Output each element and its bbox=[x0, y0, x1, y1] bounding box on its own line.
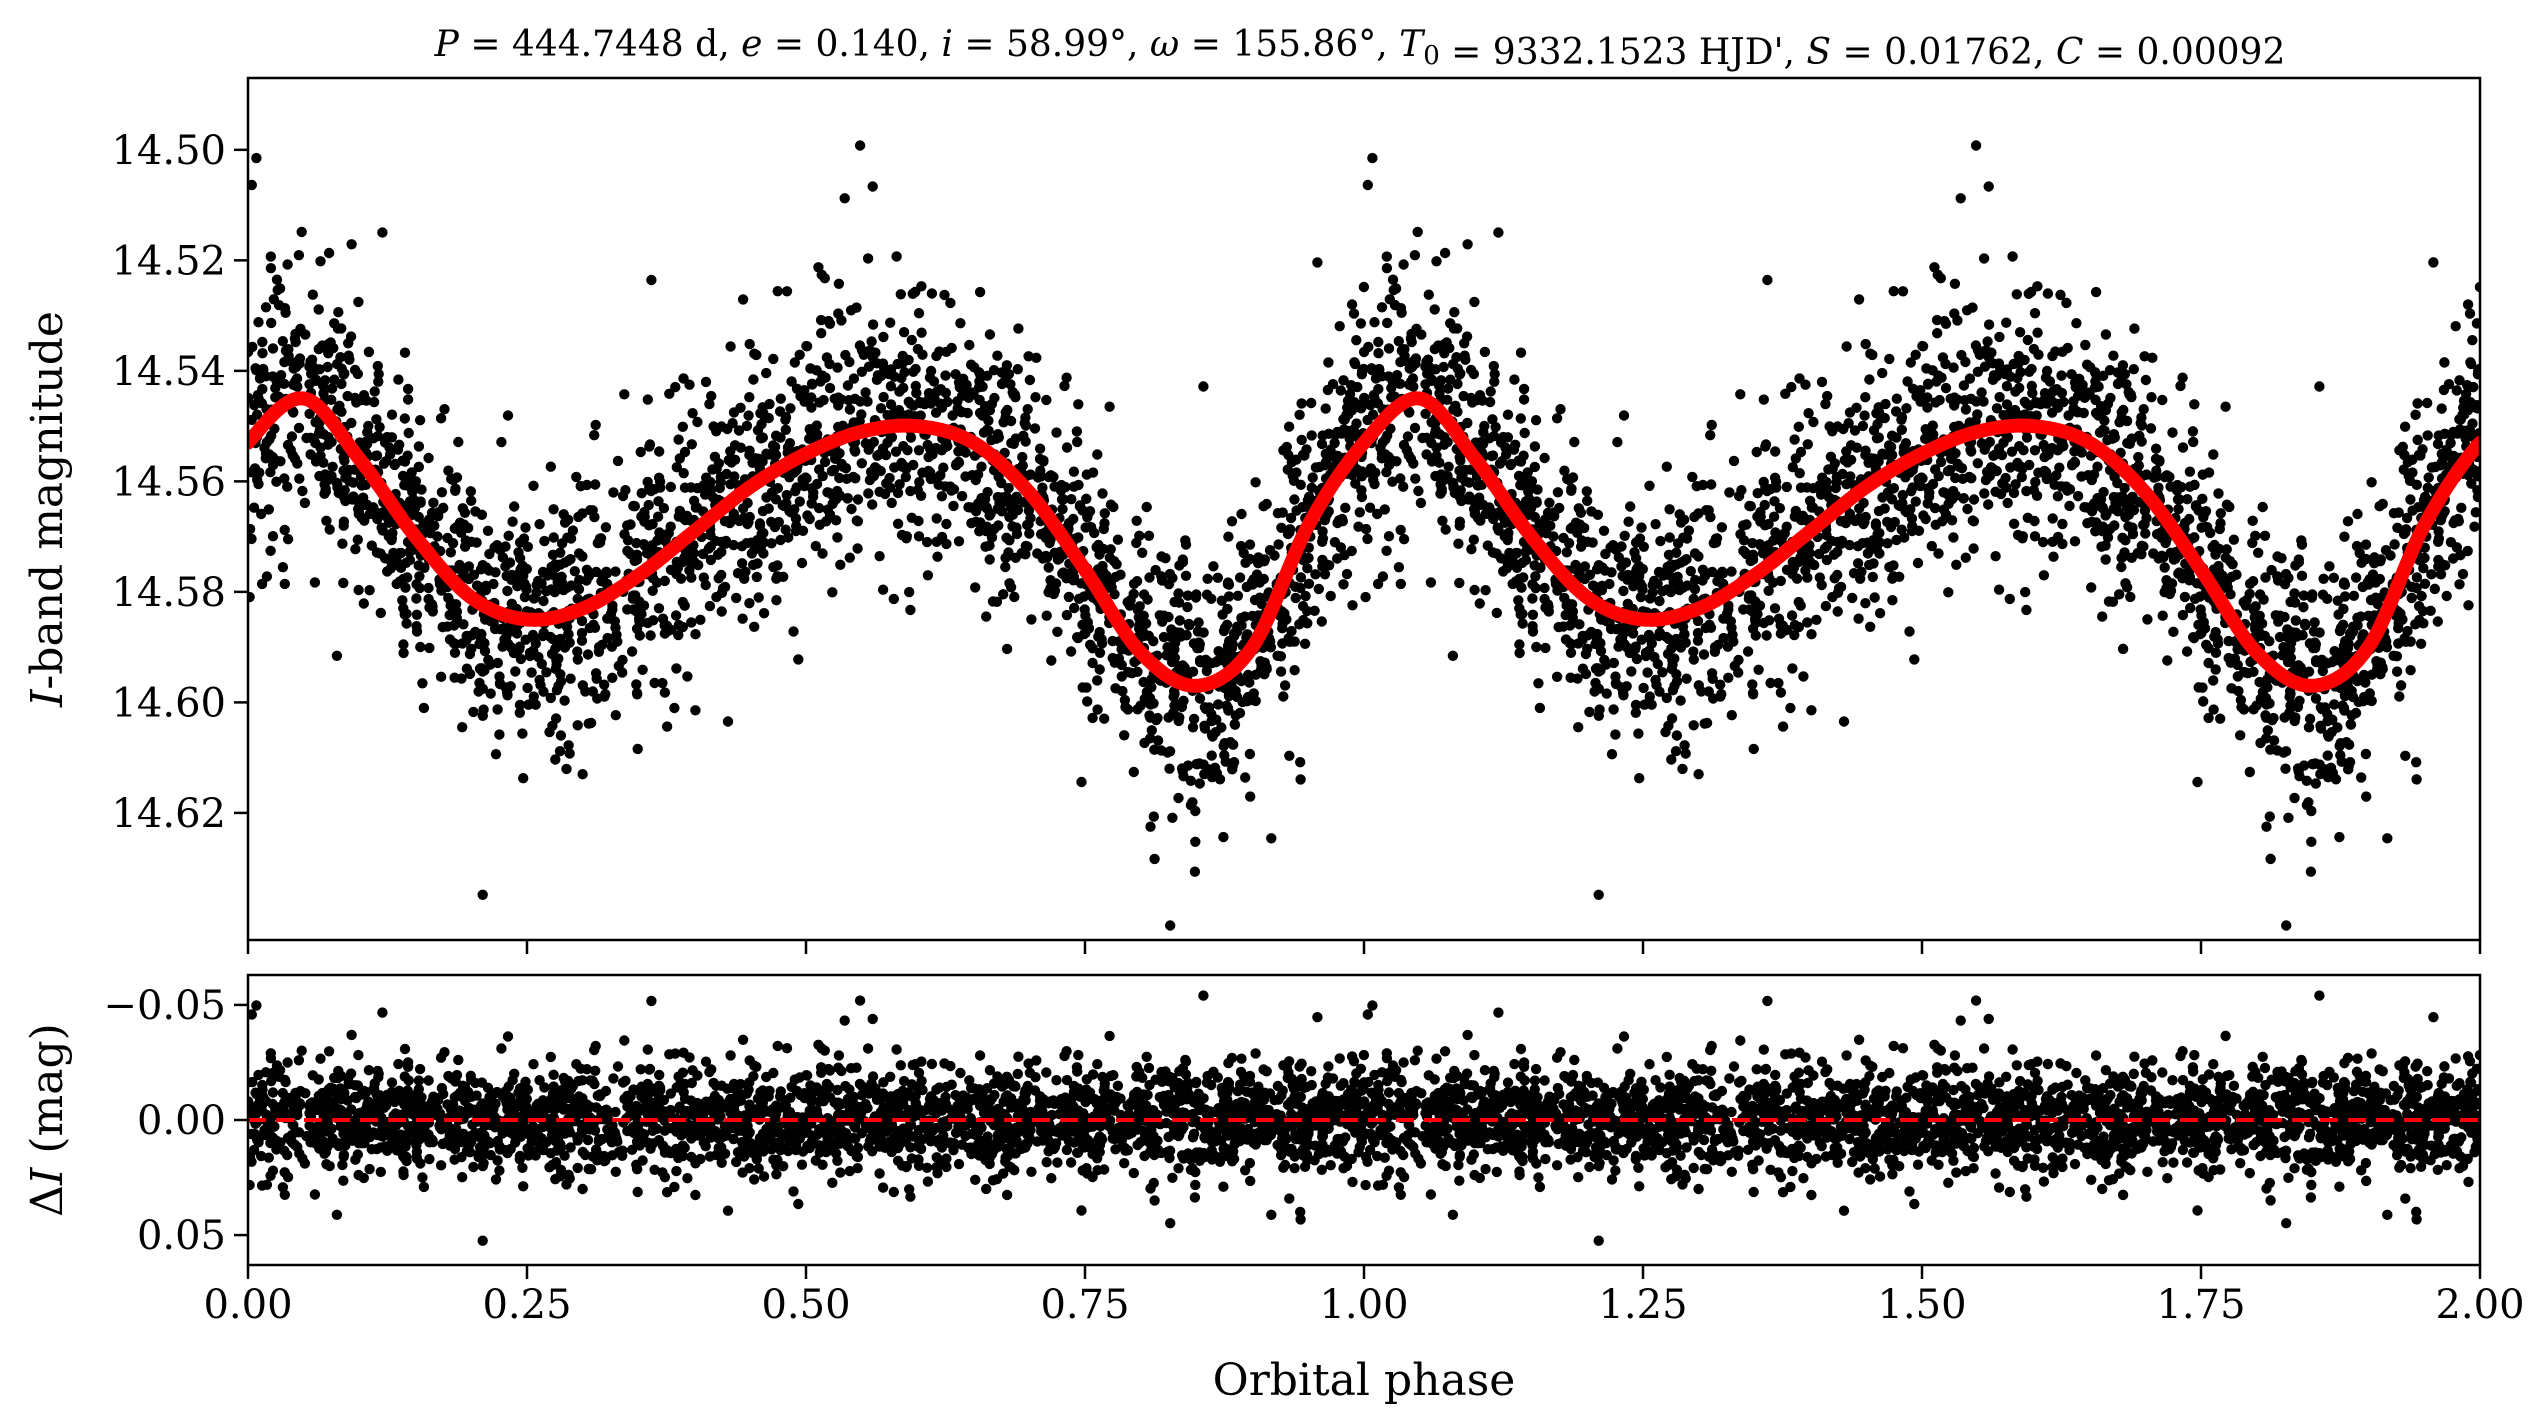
light-curve-y-tick-label: 14.62 bbox=[111, 791, 226, 837]
x-tick-label: 1.75 bbox=[2156, 1282, 2245, 1328]
x-axis-label: Orbital phase bbox=[1213, 1355, 1516, 1406]
x-tick-label: 2.00 bbox=[2435, 1282, 2524, 1328]
light-curve-y-tick-label: 14.58 bbox=[111, 570, 226, 616]
residuals-y-tick-label: 0.00 bbox=[137, 1098, 226, 1144]
x-tick-label: 0.00 bbox=[203, 1282, 292, 1328]
residuals-y-tick-label: 0.05 bbox=[137, 1213, 226, 1259]
x-tick-label: 0.50 bbox=[761, 1282, 850, 1328]
light-curve-y-tick-label: 14.50 bbox=[111, 128, 226, 174]
x-tick-label: 1.50 bbox=[1877, 1282, 1966, 1328]
light-curve-y-axis-label: I-band magnitude bbox=[22, 311, 73, 708]
residuals-y-axis-label: ΔI (mag) bbox=[22, 1023, 73, 1217]
light-curve-y-tick-label: 14.54 bbox=[111, 349, 226, 395]
x-tick-label: 1.00 bbox=[1319, 1282, 1408, 1328]
light-curve-y-tick-label: 14.60 bbox=[111, 680, 226, 726]
x-tick-label: 0.25 bbox=[482, 1282, 571, 1328]
x-tick-label: 0.75 bbox=[1040, 1282, 1129, 1328]
residuals-y-tick-label: −0.05 bbox=[103, 983, 226, 1029]
x-tick-label: 1.25 bbox=[1598, 1282, 1687, 1328]
light-curve-y-tick-label: 14.52 bbox=[111, 238, 226, 284]
light-curve-y-tick-label: 14.56 bbox=[111, 459, 226, 505]
